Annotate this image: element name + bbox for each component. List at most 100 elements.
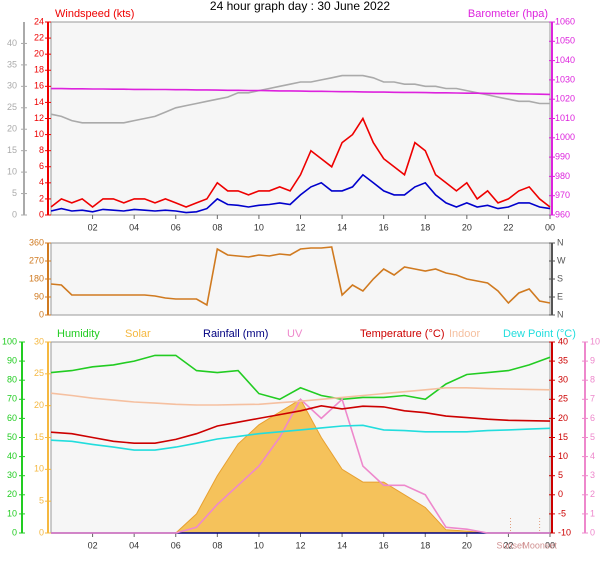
line — [50, 116, 551, 209]
y-tick-label: 4 — [590, 451, 595, 461]
x-tick-label: 20 — [462, 222, 472, 232]
y-tick-label: 25 — [34, 368, 44, 378]
y-tick-label: 8 — [39, 145, 44, 155]
y-tick-label: -5 — [558, 508, 566, 518]
y-tick-label: 30 — [7, 470, 17, 480]
legend-entry: Rainfall (mm) — [203, 328, 268, 340]
legend-entry: Temperature (°C) — [360, 328, 444, 340]
y-tick-label: 18 — [34, 65, 44, 75]
y-tick-label: 1040 — [555, 55, 575, 65]
y-tick-label: 24 — [34, 16, 44, 26]
y-tick-label: 15 — [7, 145, 17, 155]
line — [50, 74, 550, 124]
x-tick-label: 00 — [545, 222, 555, 232]
y-tick-label: 90 — [34, 291, 44, 301]
x-tick-label: 14 — [337, 222, 347, 232]
y-tick-label: 960 — [555, 209, 570, 219]
y-tick-label: 5 — [39, 496, 44, 506]
y-tick-label: 30 — [7, 81, 17, 91]
y-tick-label: 5 — [558, 470, 563, 480]
chart-title: 24 hour graph day : 30 June 2022 — [210, 0, 390, 13]
x-tick-label: 20 — [462, 540, 472, 550]
y-tick-label: 8 — [590, 375, 595, 385]
x-tick-label: 12 — [295, 222, 305, 232]
y-tick-label: 0 — [12, 209, 17, 219]
y-tick-label: N — [557, 309, 564, 319]
y-tick-label: 5 — [590, 432, 595, 442]
x-tick-label: 14 — [337, 540, 347, 550]
y-tick-label: 10 — [590, 336, 600, 346]
y-tick-label: W — [557, 255, 566, 265]
x-tick-label: 18 — [420, 222, 430, 232]
x-tick-label: 06 — [171, 222, 181, 232]
x-tick-label: 08 — [212, 540, 222, 550]
y-tick-label: 16 — [34, 81, 44, 91]
y-tick-label: 0 — [590, 527, 595, 537]
x-tick-label: 08 — [212, 222, 222, 232]
line — [51, 87, 551, 96]
y-tick-label: 2 — [590, 489, 595, 499]
x-tick-label: 04 — [129, 540, 139, 550]
y-tick-label: N — [557, 237, 564, 247]
line — [50, 173, 551, 214]
y-tick-label: 2 — [39, 193, 44, 203]
x-tick-label: 10 — [254, 222, 264, 232]
x-tick-label: 16 — [379, 540, 389, 550]
y-tick-label: 10 — [34, 129, 44, 139]
y-tick-label: 0 — [12, 527, 17, 537]
x-tick-label: 00 — [545, 540, 555, 550]
legend-entry: Solar — [125, 328, 151, 340]
y-tick-label: 40 — [7, 451, 17, 461]
legend-entry: Barometer (hpa) — [468, 8, 548, 20]
y-tick-label: 1050 — [555, 36, 575, 46]
x-tick-label: 18 — [420, 540, 430, 550]
y-tick-label: 90 — [7, 355, 17, 365]
y-tick-label: 30 — [34, 336, 44, 346]
y-tick-label: 20 — [34, 49, 44, 59]
x-tick-label: 22 — [503, 222, 513, 232]
y-tick-label: 10 — [558, 451, 568, 461]
y-tick-label: 180 — [29, 273, 44, 283]
x-tick-label: 02 — [88, 540, 98, 550]
line — [50, 404, 551, 444]
y-tick-label: 0 — [39, 527, 44, 537]
y-tick-label: 60 — [7, 413, 17, 423]
legend-entry: Dew Point (°C) — [503, 328, 576, 340]
y-tick-label: 10 — [7, 166, 17, 176]
y-tick-label: 50 — [7, 432, 17, 442]
y-tick-label: 0 — [39, 309, 44, 319]
x-tick-label: 12 — [295, 540, 305, 550]
y-tick-label: 7 — [590, 394, 595, 404]
y-tick-label: 990 — [555, 151, 570, 161]
line — [50, 424, 551, 451]
y-tick-label: 1020 — [555, 94, 575, 104]
y-tick-label: 15 — [558, 432, 568, 442]
y-tick-label: 22 — [34, 32, 44, 42]
y-tick-label: S — [557, 273, 563, 283]
y-tick-label: 20 — [558, 413, 568, 423]
y-tick-label: 1000 — [555, 132, 575, 142]
line — [50, 387, 551, 406]
y-tick-label: 970 — [555, 190, 570, 200]
y-tick-label: 360 — [29, 237, 44, 247]
y-tick-label: 40 — [558, 336, 568, 346]
y-tick-label: 70 — [7, 394, 17, 404]
legend-entry: Windspeed (kts) — [55, 8, 134, 20]
y-tick-label: 0 — [39, 209, 44, 219]
legend-entry: UV — [287, 328, 303, 340]
x-tick-label: 16 — [379, 222, 389, 232]
y-tick-label: 6 — [39, 161, 44, 171]
y-tick-label: 15 — [34, 432, 44, 442]
y-tick-label: 6 — [590, 413, 595, 423]
y-tick-label: -10 — [558, 527, 571, 537]
plot-area — [50, 21, 551, 216]
legend-entry: Indoor — [449, 328, 481, 340]
y-tick-label: 30 — [558, 375, 568, 385]
y-tick-label: 5 — [12, 188, 17, 198]
y-tick-label: E — [557, 291, 563, 301]
y-tick-label: 9 — [590, 355, 595, 365]
y-tick-label: 0 — [558, 489, 563, 499]
y-tick-label: 4 — [39, 177, 44, 187]
y-tick-label: 1030 — [555, 74, 575, 84]
y-tick-label: 35 — [558, 355, 568, 365]
